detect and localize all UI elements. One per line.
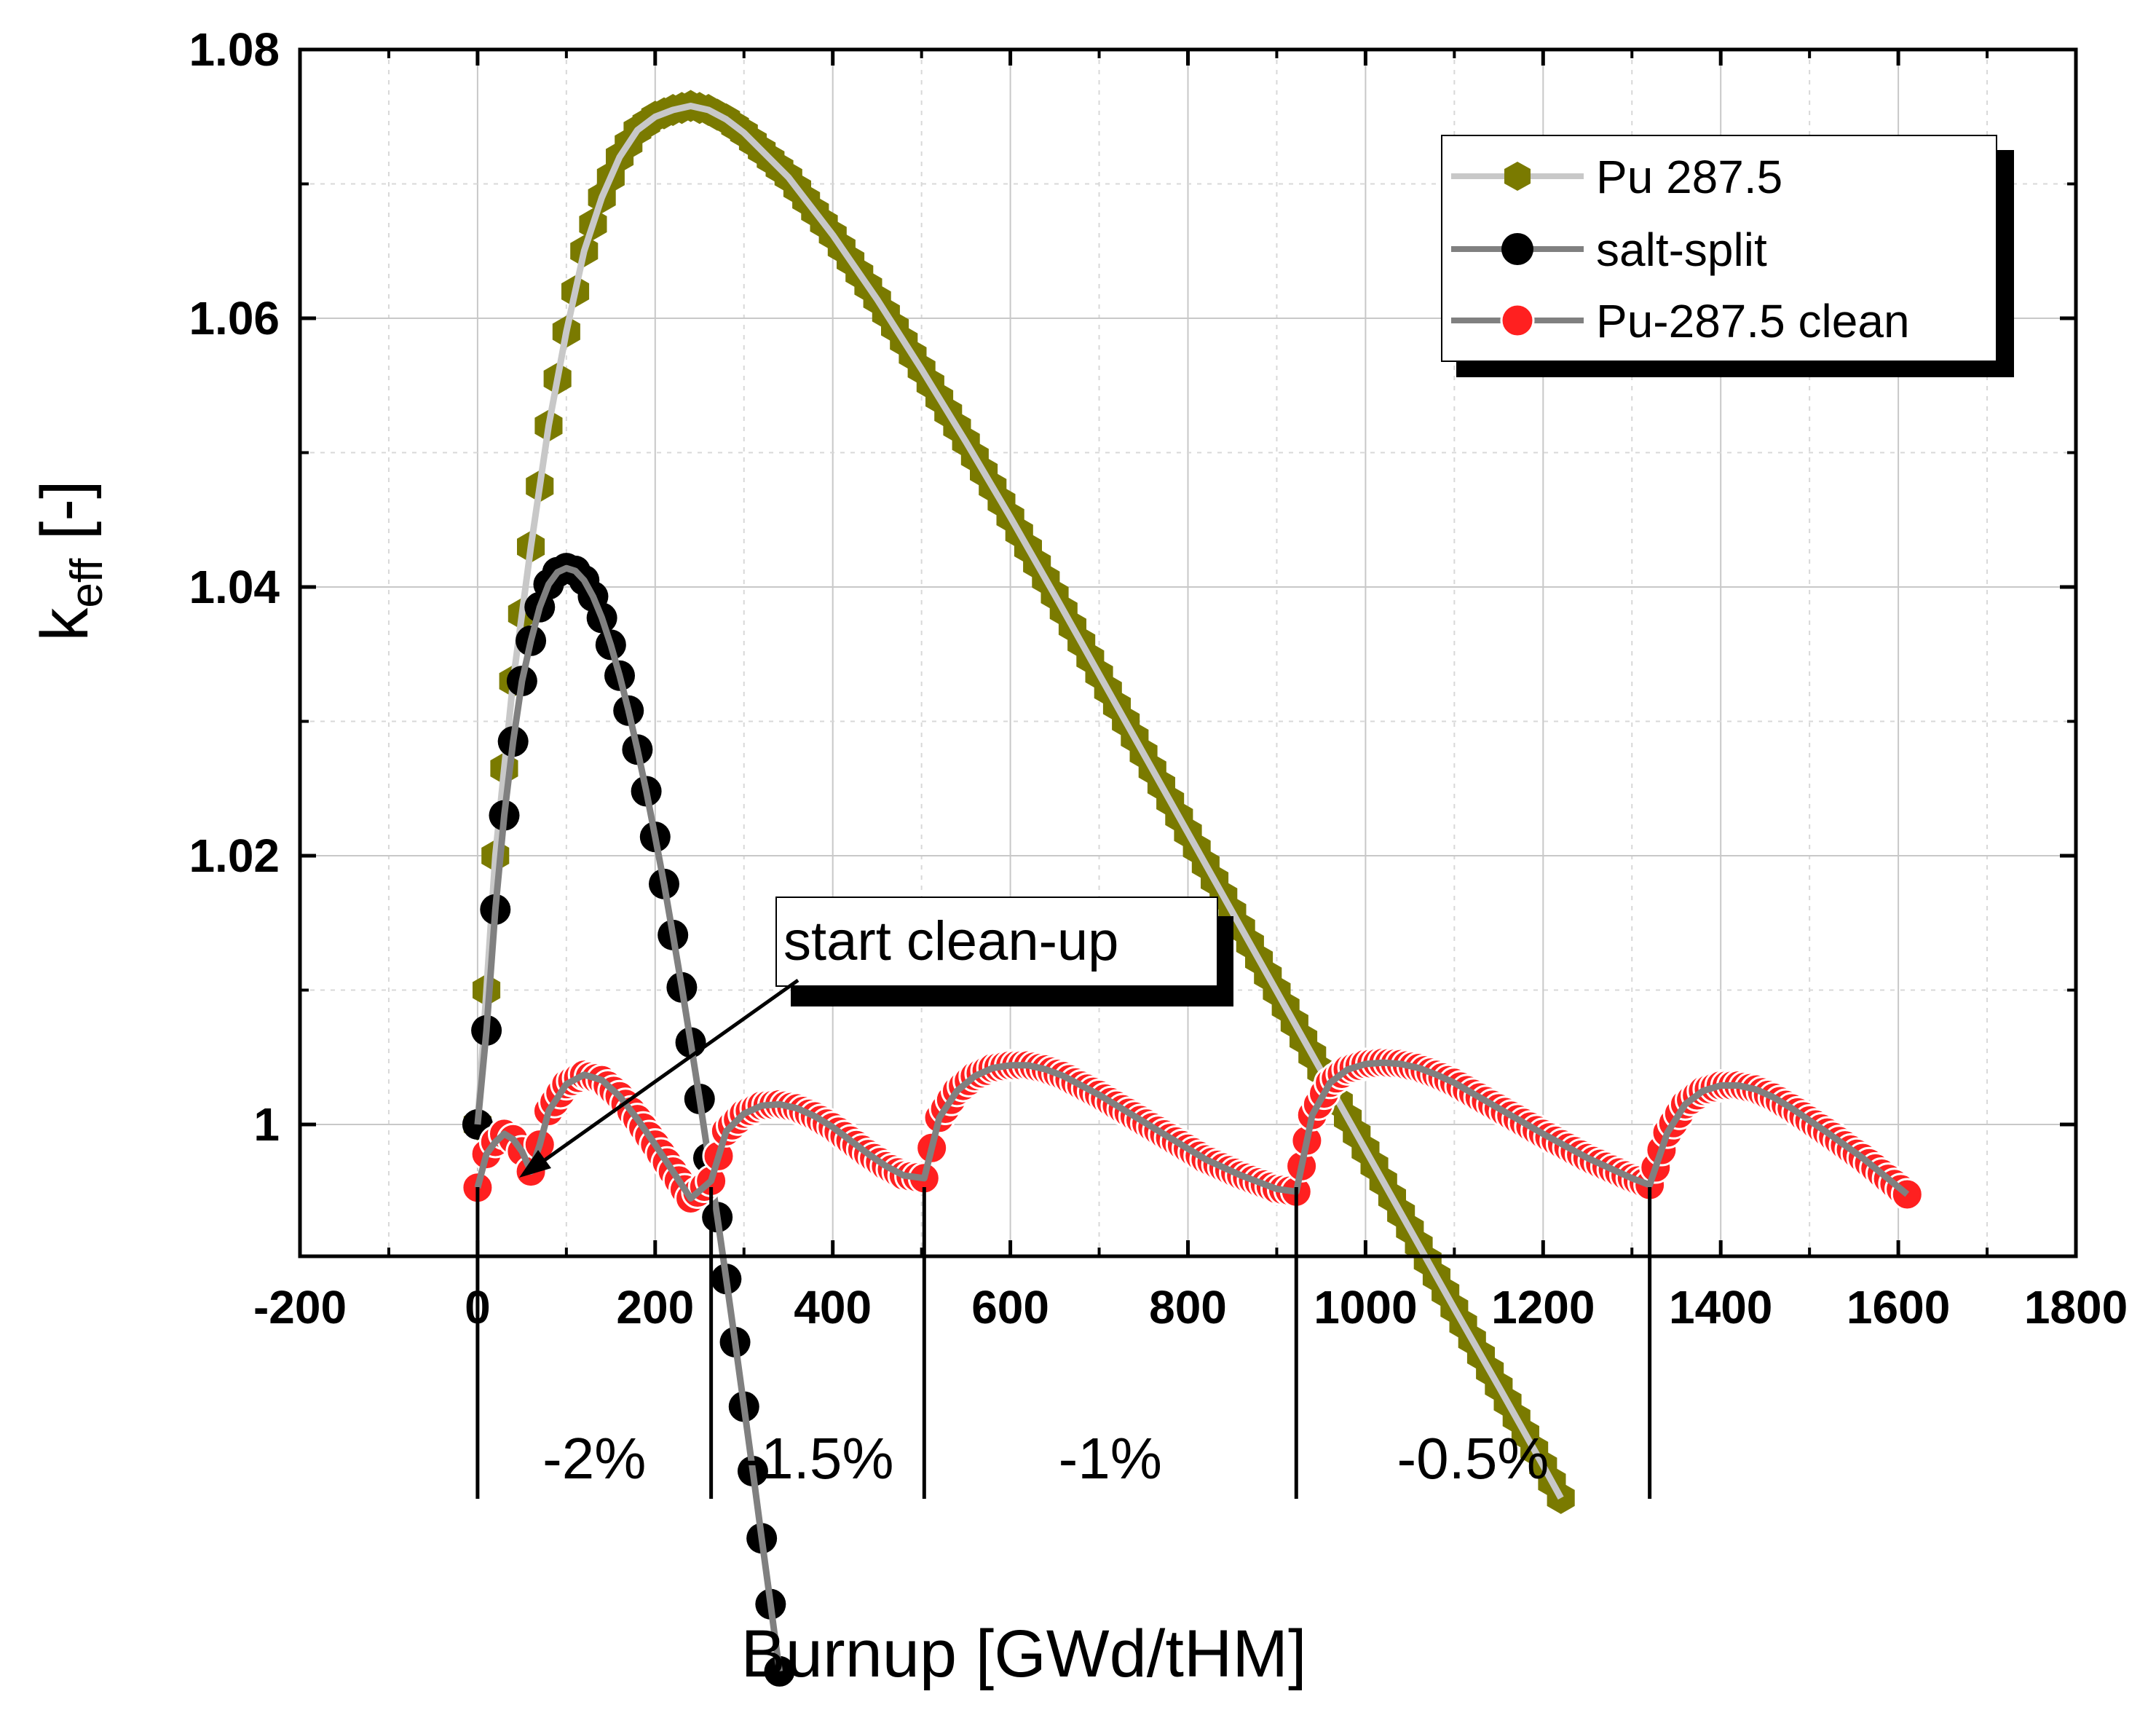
legend: Pu 287.5 salt-split Pu-287.5 clean — [1441, 135, 2014, 377]
region-label: -1.5% — [741, 1426, 893, 1491]
annotation-arrowhead — [519, 1150, 551, 1178]
y-tick-label: 1.08 — [189, 23, 280, 76]
x-tick-label: 1400 — [1669, 1281, 1772, 1333]
legend-item-salt-split: salt-split — [1451, 224, 1767, 276]
legend-label-pu-287-5: Pu 287.5 — [1596, 151, 1782, 203]
legend-label-pu-287-5-clean: Pu-287.5 clean — [1596, 295, 1910, 347]
x-tick-label: 1800 — [2024, 1281, 2128, 1333]
legend-marker-hexagon — [1504, 162, 1531, 191]
annotation-start-clean-up: start clean-up — [519, 897, 1233, 1178]
y-tick-label: 1.04 — [189, 561, 280, 613]
svg-text:keff [-]: keff [-] — [28, 480, 112, 641]
legend-label-salt-split: salt-split — [1596, 224, 1767, 276]
legend-item-pu-287-5: Pu 287.5 — [1451, 151, 1782, 203]
clean-up-regions: -2% -1.5% -1% -0.5% — [475, 1187, 1652, 1499]
legend-item-pu-287-5-clean: Pu-287.5 clean — [1451, 295, 1910, 347]
x-tick-label: 600 — [971, 1281, 1049, 1333]
legend-marker-circle-red — [1500, 303, 1535, 338]
region-label: -2% — [542, 1426, 646, 1491]
x-tick-label: 800 — [1149, 1281, 1227, 1333]
y-axis-title: keff [-] — [28, 480, 112, 641]
y-axis-title-suffix: [-] — [28, 480, 102, 558]
annotation-arrow — [536, 978, 799, 1167]
series-line — [474, 564, 783, 1672]
y-axis-title-main: k — [28, 607, 102, 642]
axis-ticks: -20002004006008001000120014001600180011.… — [189, 23, 2128, 1333]
annotation-box — [775, 897, 1218, 987]
series-salt-split — [462, 553, 795, 1687]
y-tick-label: 1.06 — [189, 292, 280, 344]
series-pu-287-5 — [463, 90, 1575, 1514]
y-tick-label: 1.02 — [189, 830, 280, 882]
annotation-text: start clean-up — [783, 910, 1118, 972]
series-line — [474, 1059, 1910, 1202]
x-tick-label: -200 — [253, 1281, 347, 1333]
x-tick-label: 200 — [616, 1281, 694, 1333]
y-tick-label: 1 — [253, 1098, 280, 1151]
data-point — [764, 1655, 795, 1687]
x-tick-label: 1600 — [1847, 1281, 1950, 1333]
plot-series — [461, 90, 1924, 1687]
region-label: -0.5% — [1397, 1426, 1549, 1491]
region-label: -1% — [1059, 1426, 1162, 1491]
x-tick-label: 400 — [794, 1281, 872, 1333]
x-tick-label: 1200 — [1491, 1281, 1595, 1333]
x-tick-label: 1000 — [1314, 1281, 1417, 1333]
y-axis-title-sub: eff — [62, 558, 112, 608]
legend-marker-circle-black — [1501, 233, 1533, 265]
x-axis-title: Burnup [GWd/tHM] — [741, 1617, 1306, 1691]
